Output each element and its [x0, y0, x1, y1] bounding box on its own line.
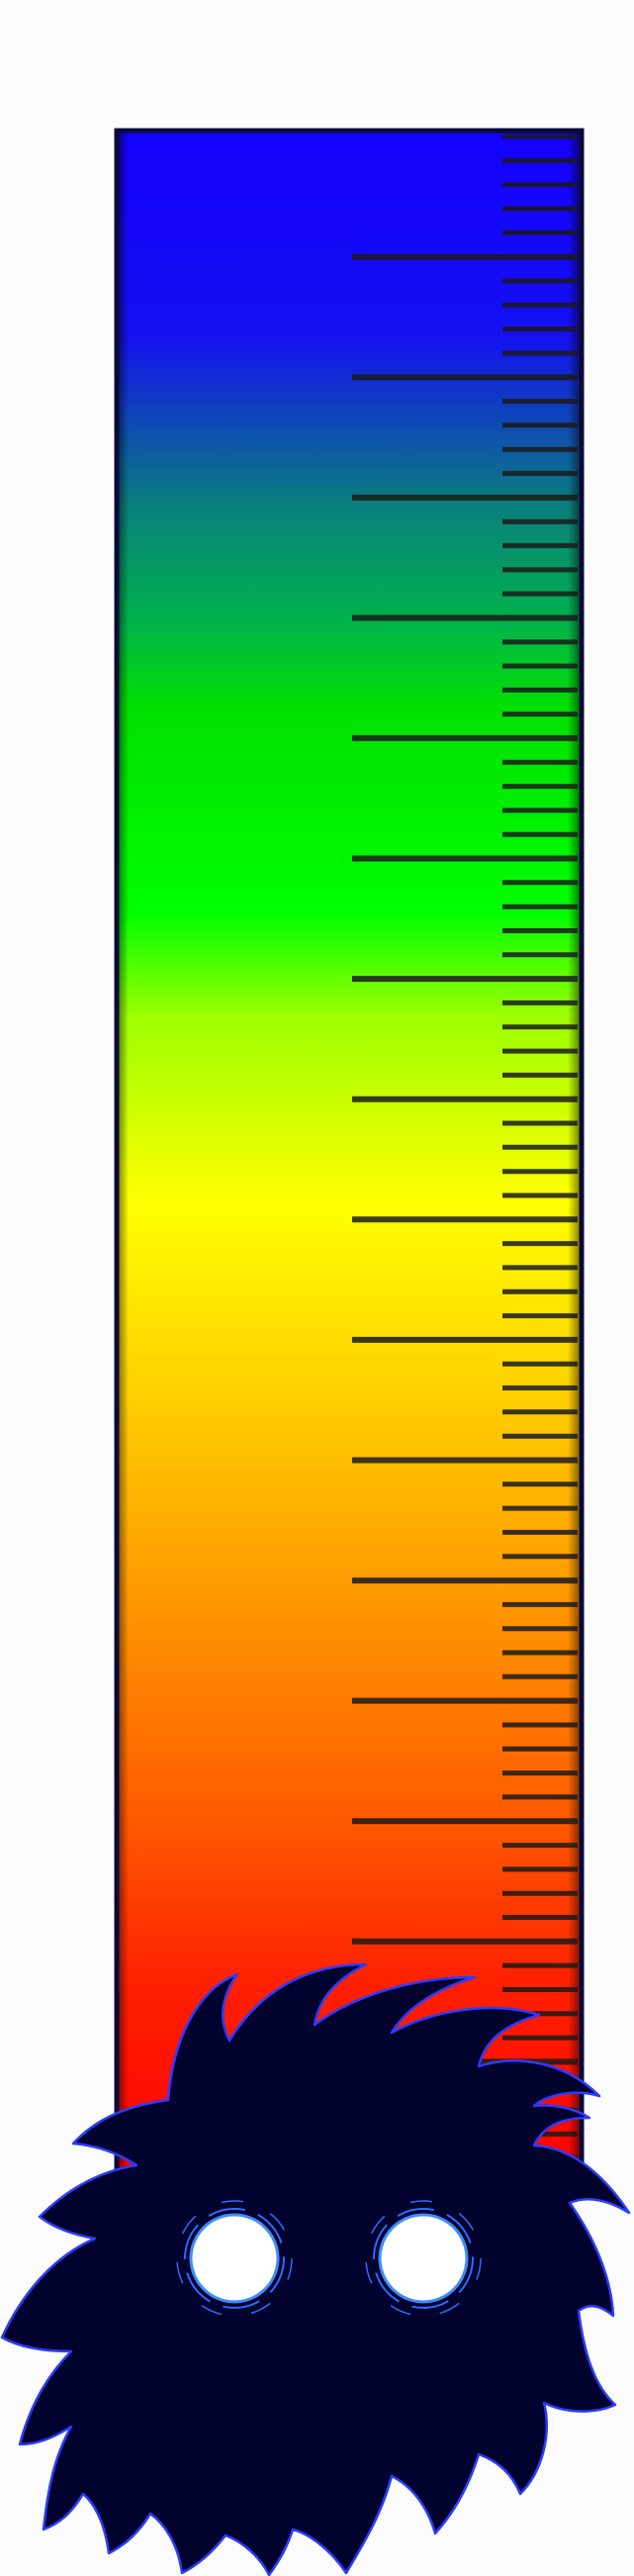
gauge	[114, 128, 585, 2192]
gauge-left-shade	[117, 131, 129, 2189]
right-eye	[365, 2200, 482, 2317]
mascot-body	[0, 1962, 631, 2576]
left-eye	[176, 2200, 293, 2317]
gauge-fill	[117, 131, 582, 2189]
gauge-ticks	[352, 134, 578, 2185]
mascot	[0, 1962, 631, 2576]
